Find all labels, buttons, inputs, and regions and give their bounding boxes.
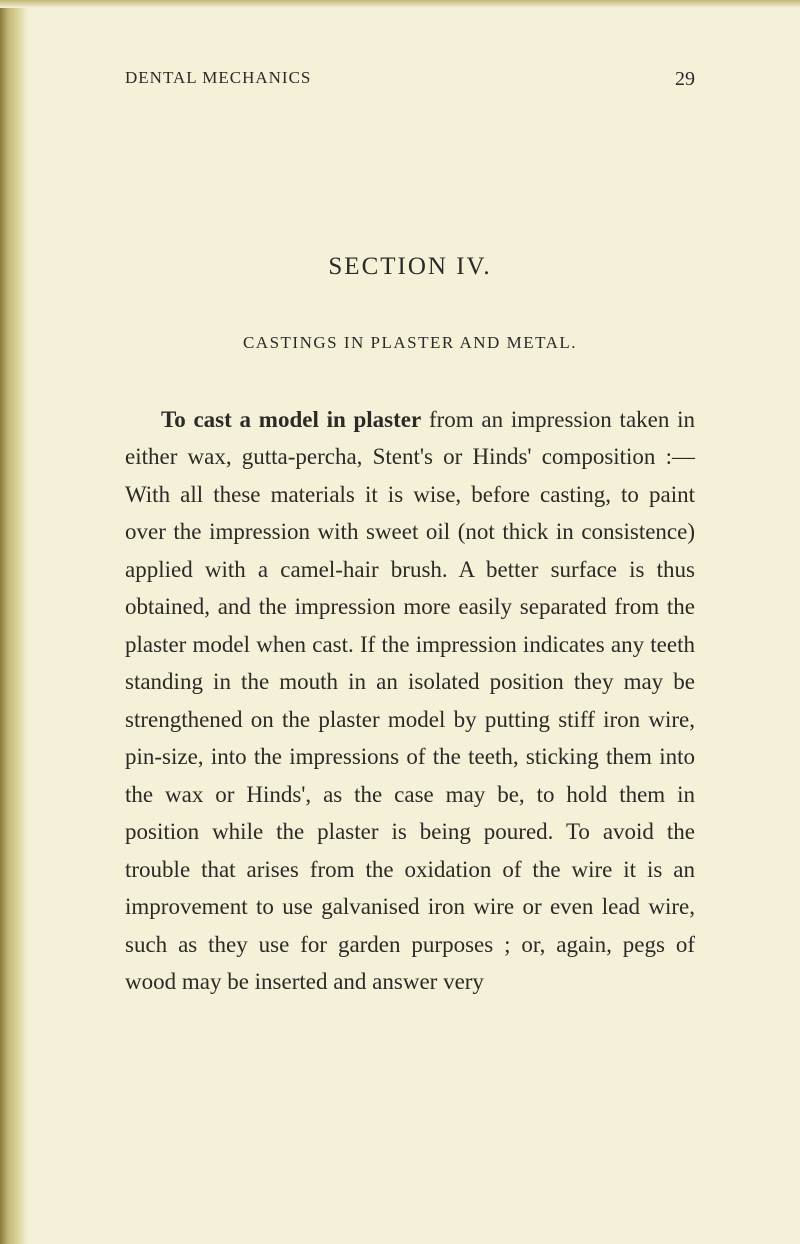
header-title: DENTAL MECHANICS — [125, 68, 311, 91]
section-subheading: CASTINGS IN PLASTER AND METAL. — [125, 333, 695, 353]
paragraph-rest: from an impression taken in either wax, … — [125, 407, 695, 994]
page-number: 29 — [675, 68, 695, 91]
page-top-shadow — [0, 0, 800, 8]
running-header: DENTAL MECHANICS 29 — [125, 68, 695, 91]
section-title: SECTION IV. — [125, 253, 695, 281]
page-content: DENTAL MECHANICS 29 SECTION IV. CASTINGS… — [125, 68, 695, 1001]
page-binding-shadow — [0, 0, 28, 1244]
paragraph-lead: To cast a model in plaster — [161, 407, 421, 432]
body-paragraph: To cast a model in plaster from an impre… — [125, 401, 695, 1001]
